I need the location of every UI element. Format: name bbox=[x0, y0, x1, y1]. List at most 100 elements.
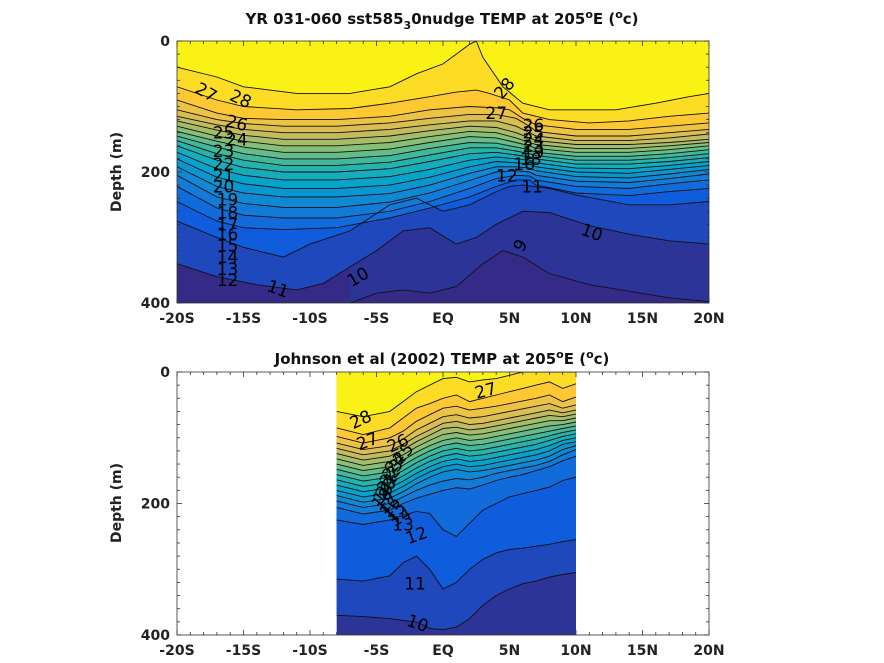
contour-label: 20 bbox=[213, 177, 235, 197]
contour-label: 13 bbox=[392, 516, 414, 536]
isotherm-line-10 bbox=[336, 572, 576, 631]
x-tick-label: 10N bbox=[560, 311, 591, 327]
x-tick-label: 20N bbox=[693, 643, 724, 659]
x-tick-label: -10S bbox=[292, 643, 327, 659]
isotherm-line-13 bbox=[177, 174, 709, 219]
y-tick-label: 0 bbox=[160, 365, 170, 381]
contour-label: 17 bbox=[217, 215, 239, 235]
y-tick-label: 0 bbox=[160, 34, 170, 50]
isotherm-line-21 bbox=[336, 421, 576, 472]
contour-label: 12 bbox=[496, 166, 518, 186]
contour-label: 24 bbox=[523, 130, 545, 150]
x-tick-label: -5S bbox=[364, 643, 390, 659]
y-tick-label: 400 bbox=[141, 628, 170, 644]
isotherm-line-21 bbox=[177, 130, 709, 153]
contour-label: 24 bbox=[226, 130, 248, 150]
contour-label: 18 bbox=[217, 204, 239, 224]
isotherm-line-20 bbox=[177, 135, 709, 160]
isotherm-line-27 bbox=[336, 381, 576, 435]
isotherm-line-27 bbox=[177, 86, 709, 124]
contour-label: 25 bbox=[213, 124, 235, 144]
x-tick-label: EQ bbox=[432, 311, 454, 327]
x-tick-label: 10N bbox=[560, 643, 591, 659]
y-tick-label: 400 bbox=[141, 296, 170, 312]
x-tick-label: -15S bbox=[226, 311, 261, 327]
isotherm-line-20 bbox=[336, 425, 576, 477]
isotherm-line-25 bbox=[177, 109, 709, 137]
isotherm-line-9 bbox=[349, 250, 709, 303]
isotherm-line-24 bbox=[336, 409, 576, 456]
isotherm-line-14 bbox=[336, 449, 576, 508]
isotherm-line-13 bbox=[336, 455, 576, 515]
isotherm-line-26 bbox=[336, 394, 576, 444]
contour-label: 19 bbox=[523, 143, 545, 163]
x-tick-label: -10S bbox=[292, 311, 327, 327]
contour-label: 21 bbox=[213, 166, 235, 186]
x-tick-label: 5N bbox=[499, 643, 520, 659]
x-tick-label: 15N bbox=[627, 643, 658, 659]
top-panel: YR 031-060 sst58530nudge TEMP at 205oE (… bbox=[109, 8, 725, 327]
contour-label: 23 bbox=[523, 137, 545, 157]
x-tick-label: -20S bbox=[159, 643, 194, 659]
isotherm-band-28 bbox=[336, 372, 576, 417]
isotherm-line-22 bbox=[177, 125, 709, 149]
contour-label: 18 bbox=[520, 150, 542, 170]
contour-label: 19 bbox=[217, 191, 239, 211]
x-tick-label: EQ bbox=[432, 643, 454, 659]
contour-label: 27 bbox=[485, 104, 507, 124]
isotherm-line-15 bbox=[177, 166, 709, 198]
isotherm-line-19 bbox=[177, 140, 709, 166]
isotherm-line-17 bbox=[336, 437, 576, 493]
isotherm-line-18 bbox=[177, 145, 709, 173]
contour-label: 14 bbox=[217, 248, 239, 268]
bottom-panel: Johnson et al (2002) TEMP at 205oE (oc) … bbox=[109, 348, 725, 659]
isotherm-line-17 bbox=[177, 151, 709, 181]
x-tick-label: 5N bbox=[499, 311, 520, 327]
contour-label: 15 bbox=[217, 236, 239, 256]
top-y-axis-label: Depth (m) bbox=[109, 132, 125, 212]
isotherm-line-23 bbox=[177, 120, 709, 145]
isotherm-line-23 bbox=[336, 413, 576, 461]
contour-label: 25 bbox=[523, 124, 545, 144]
isotherm-line-15 bbox=[336, 445, 576, 503]
contour-label: 10 bbox=[404, 611, 431, 637]
x-tick-label: 15N bbox=[627, 311, 658, 327]
isotherm-line-24 bbox=[177, 115, 709, 142]
y-tick-label: 200 bbox=[141, 497, 170, 513]
x-tick-label: 20N bbox=[693, 311, 724, 327]
isotherm-line-26 bbox=[177, 99, 709, 130]
contour-label: 11 bbox=[521, 177, 543, 197]
isotherm-line-28 bbox=[177, 41, 709, 111]
contour-label: 16 bbox=[513, 155, 535, 175]
isotherm-line-12 bbox=[177, 179, 709, 231]
isotherm-line-19 bbox=[336, 429, 576, 482]
contour-label: 12 bbox=[217, 271, 239, 291]
top-chart-title: YR 031-060 sst58530nudge TEMP at 205oE (… bbox=[244, 8, 638, 32]
bottom-chart-title: Johnson et al (2002) TEMP at 205oE (oc) bbox=[274, 348, 610, 368]
contour-label: 22 bbox=[213, 155, 235, 175]
isotherm-line-28 bbox=[336, 372, 576, 418]
contour-label: 26 bbox=[523, 116, 545, 136]
isotherm-line-16 bbox=[336, 441, 576, 498]
bottom-y-axis-label: Depth (m) bbox=[109, 463, 125, 543]
isotherm-line-11 bbox=[336, 539, 576, 590]
isotherm-line-12 bbox=[336, 476, 576, 537]
contour-label: 11 bbox=[404, 575, 426, 595]
contour-label: 16 bbox=[217, 225, 239, 245]
isotherm-line-16 bbox=[177, 158, 709, 189]
isotherm-line-18 bbox=[336, 433, 576, 487]
isotherm-band-28 bbox=[177, 41, 709, 110]
isotherm-line-22 bbox=[336, 417, 576, 466]
contour-label: 13 bbox=[217, 260, 239, 280]
x-tick-label: -5S bbox=[364, 311, 390, 327]
contour-label: 23 bbox=[213, 142, 235, 162]
isotherm-line-25 bbox=[336, 403, 576, 451]
y-tick-label: 200 bbox=[141, 165, 170, 181]
x-tick-label: -20S bbox=[159, 311, 194, 327]
x-tick-label: -15S bbox=[226, 643, 261, 659]
isotherm-line-11 bbox=[177, 184, 709, 258]
